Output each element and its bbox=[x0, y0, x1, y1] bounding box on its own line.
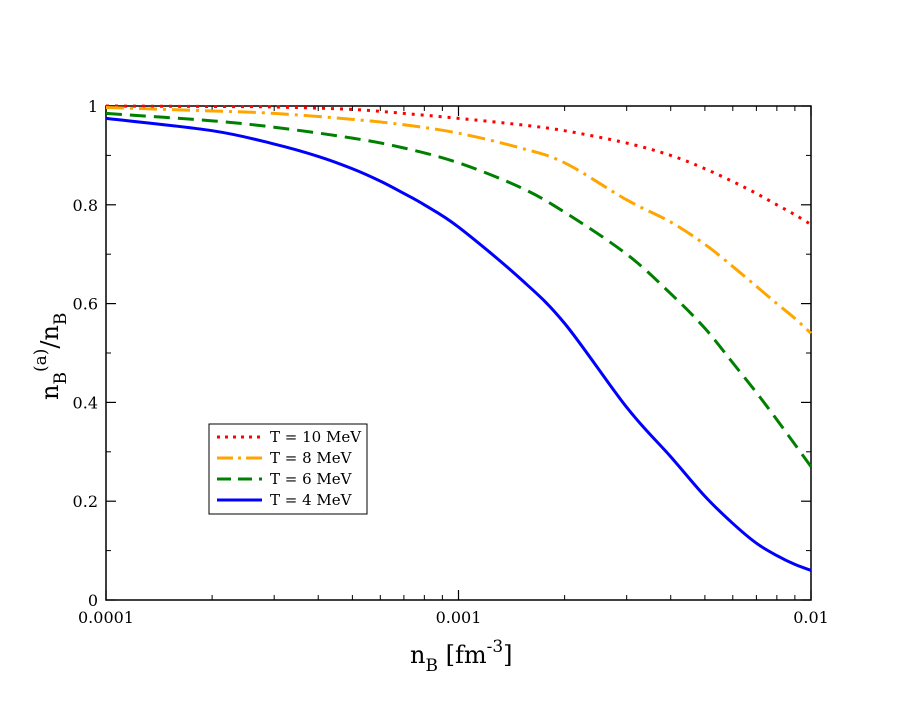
legend-label-t6: T = 6 MeV bbox=[270, 470, 353, 488]
y-axis-title: nB(a)/nB bbox=[31, 313, 71, 400]
y-tick-label: 0.8 bbox=[73, 196, 98, 215]
series-line-1 bbox=[105, 105, 813, 335]
y-tick-label: 1 bbox=[88, 97, 98, 116]
series-line-0 bbox=[105, 104, 812, 226]
y-tick-label: 0.2 bbox=[73, 492, 98, 511]
y-tick-label: 0.4 bbox=[73, 393, 98, 412]
plot-frame bbox=[105, 105, 812, 601]
axis-ticks: 0 0.2 0.4 0.6 0.8 1 0.0001 0.001 0.01 bbox=[73, 97, 829, 627]
series-line-2 bbox=[105, 111, 813, 468]
x-tick-label: 0.0001 bbox=[78, 608, 134, 627]
x-tick-label: 0.01 bbox=[793, 608, 829, 627]
y-tick-label: 0.6 bbox=[73, 295, 98, 314]
y-tick-label: 0 bbox=[88, 591, 98, 610]
legend-label-t8: T = 8 MeV bbox=[270, 449, 353, 467]
x-tick-label: 0.001 bbox=[436, 608, 482, 627]
series-group bbox=[105, 104, 813, 572]
legend: T = 10 MeV T = 8 MeV T = 6 MeV T = 4 MeV bbox=[208, 423, 368, 515]
legend-label-t10: T = 10 MeV bbox=[270, 428, 362, 446]
legend-label-t4: T = 4 MeV bbox=[270, 491, 353, 509]
series-line-3 bbox=[105, 116, 812, 572]
x-axis-title: nB [fm-3] bbox=[410, 637, 513, 676]
